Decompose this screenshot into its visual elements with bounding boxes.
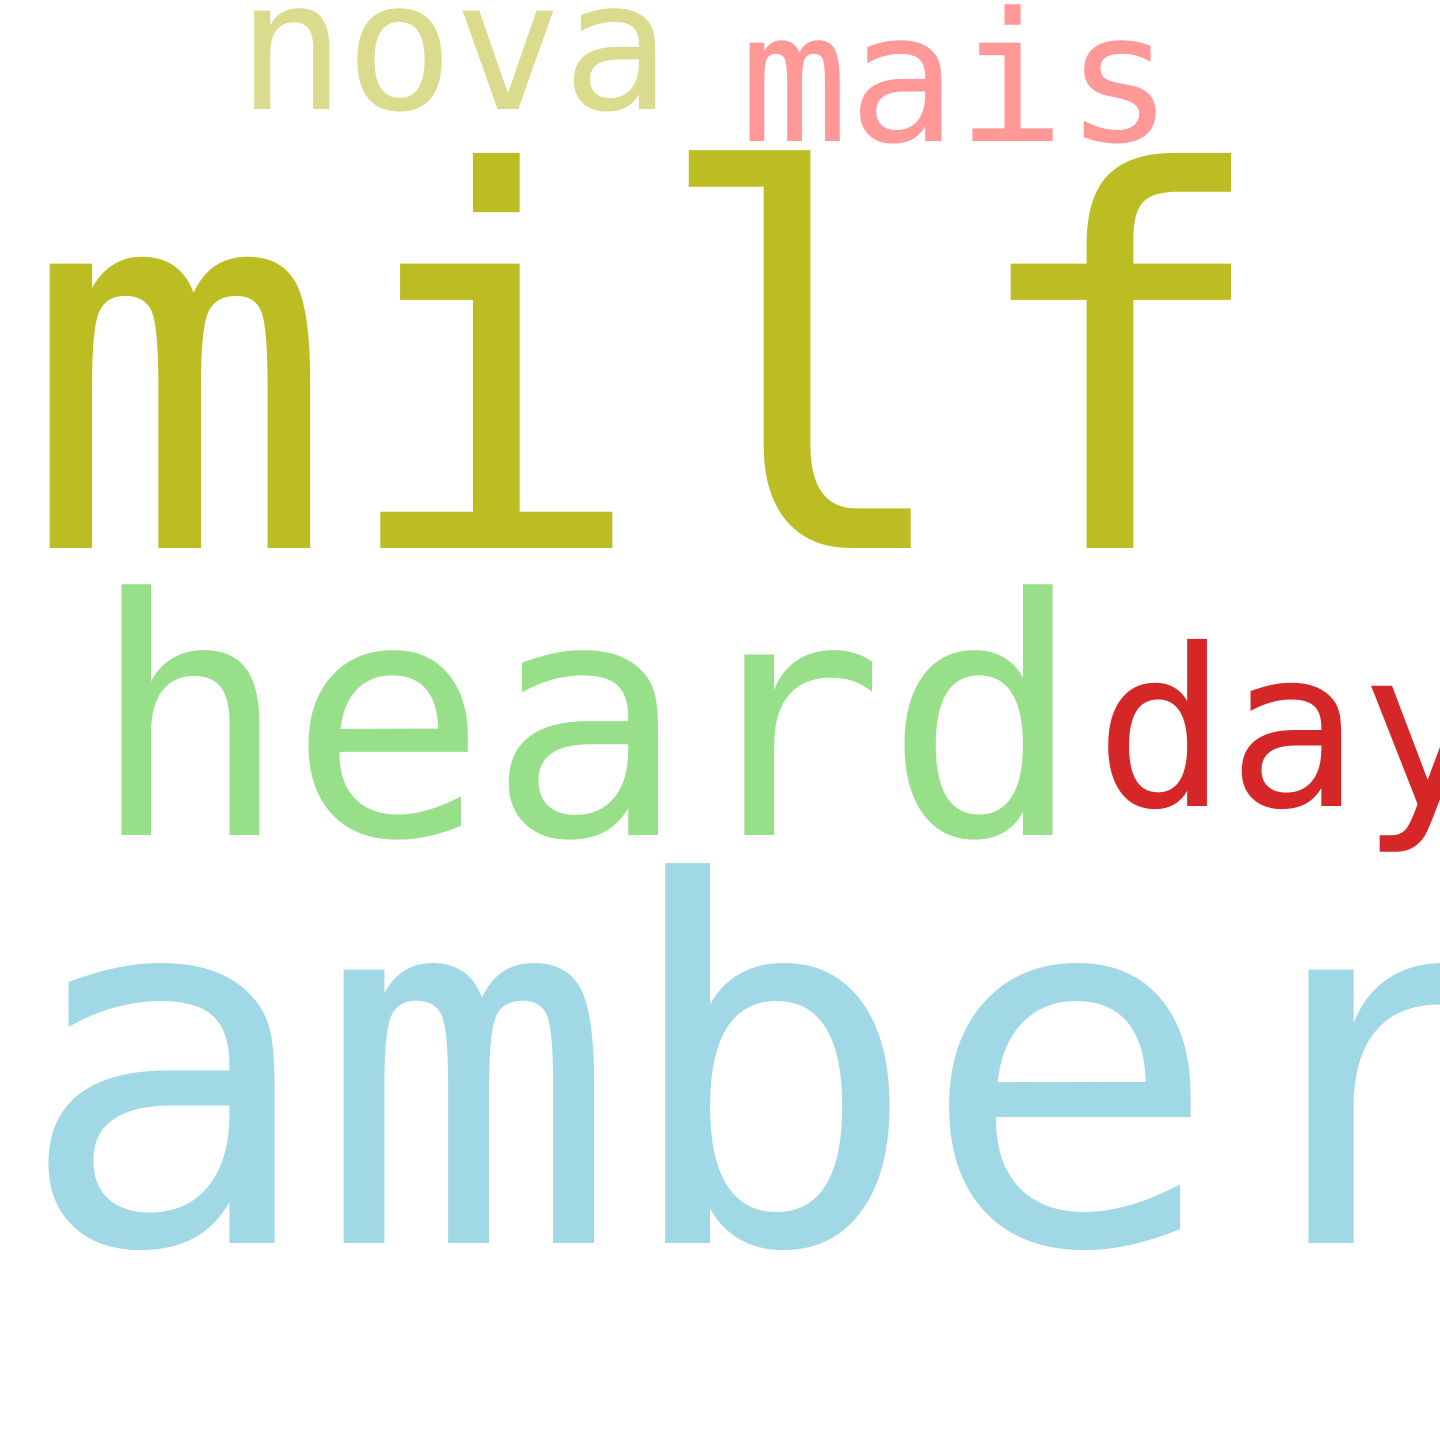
word-milf: milf	[22, 65, 1275, 671]
word-nova: nova	[237, 0, 671, 152]
word-day: day	[1095, 602, 1440, 858]
word-heard: heard	[90, 529, 1084, 913]
word-amber: amber	[16, 779, 1440, 1361]
word-mais: mais	[740, 0, 1174, 184]
